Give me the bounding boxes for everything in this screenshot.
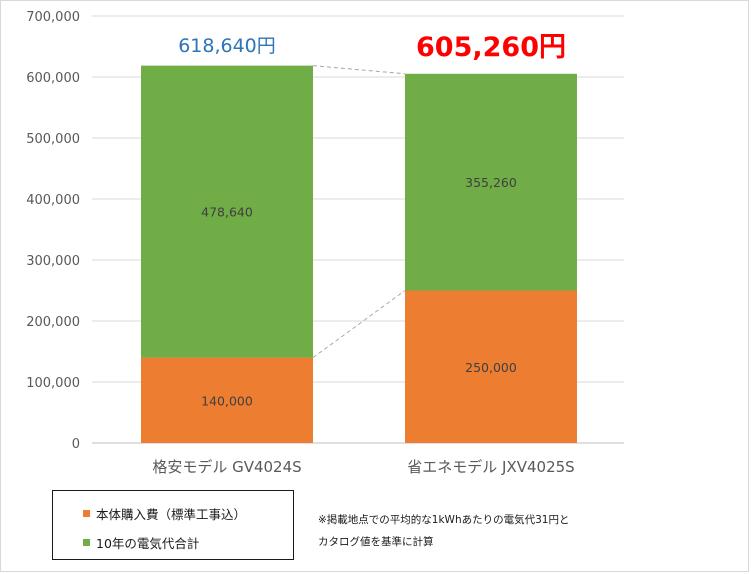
data-label-bar-1-segment-2: 478,640 [201,205,253,220]
connector-line-1 [312,290,406,359]
legend-label-electricity: 10年の電気代合計 [96,536,200,551]
y-tick-label-4: 400,000 [26,193,80,208]
y-tick-label-1: 100,000 [26,376,80,391]
legend-label-body-cost: 本体購入費（標準工事込） [96,507,247,522]
connector-line-2 [312,65,406,75]
legend-swatch-electricity [83,539,90,546]
bar-1-segment-1 [141,357,313,443]
y-tick-label-7: 700,000 [26,10,80,25]
y-tick-label-2: 200,000 [26,315,80,330]
y-tick-label-3: 300,000 [26,254,80,269]
data-label-bar-2-segment-1: 250,000 [465,360,517,375]
data-label-bar-1-segment-1: 140,000 [201,393,253,408]
x-category-label-2: 省エネモデル JXV4025S [407,458,574,476]
bar-1-segment-2 [141,65,313,358]
footnote: ※掲載地点での平均的な1kWhあたりの電気代31円と カタログ値を基準に計算 [318,509,569,553]
data-label-bar-2-segment-2: 355,260 [465,175,517,190]
bar-2-segment-1 [405,290,577,443]
footnote-line-2: カタログ値を基準に計算 [318,536,434,548]
bar-2-segment-2 [405,73,577,291]
footnote-line-1: ※掲載地点での平均的な1kWhあたりの電気代31円と [318,514,570,526]
legend-item-electricity: 10年の電気代合計 [83,533,199,552]
total-label-1: 618,640円 [178,35,276,57]
y-tick-label-0: 0 [72,437,80,452]
legend: 本体購入費（標準工事込） 10年の電気代合計 [52,490,294,560]
total-label-2: 605,260円 [416,32,566,63]
y-tick-label-5: 500,000 [26,132,80,147]
legend-item-body-cost: 本体購入費（標準工事込） [83,504,246,523]
x-category-label-1: 格安モデル GV4024S [152,458,301,476]
y-tick-label-6: 600,000 [26,71,80,86]
legend-swatch-body-cost [83,510,90,517]
